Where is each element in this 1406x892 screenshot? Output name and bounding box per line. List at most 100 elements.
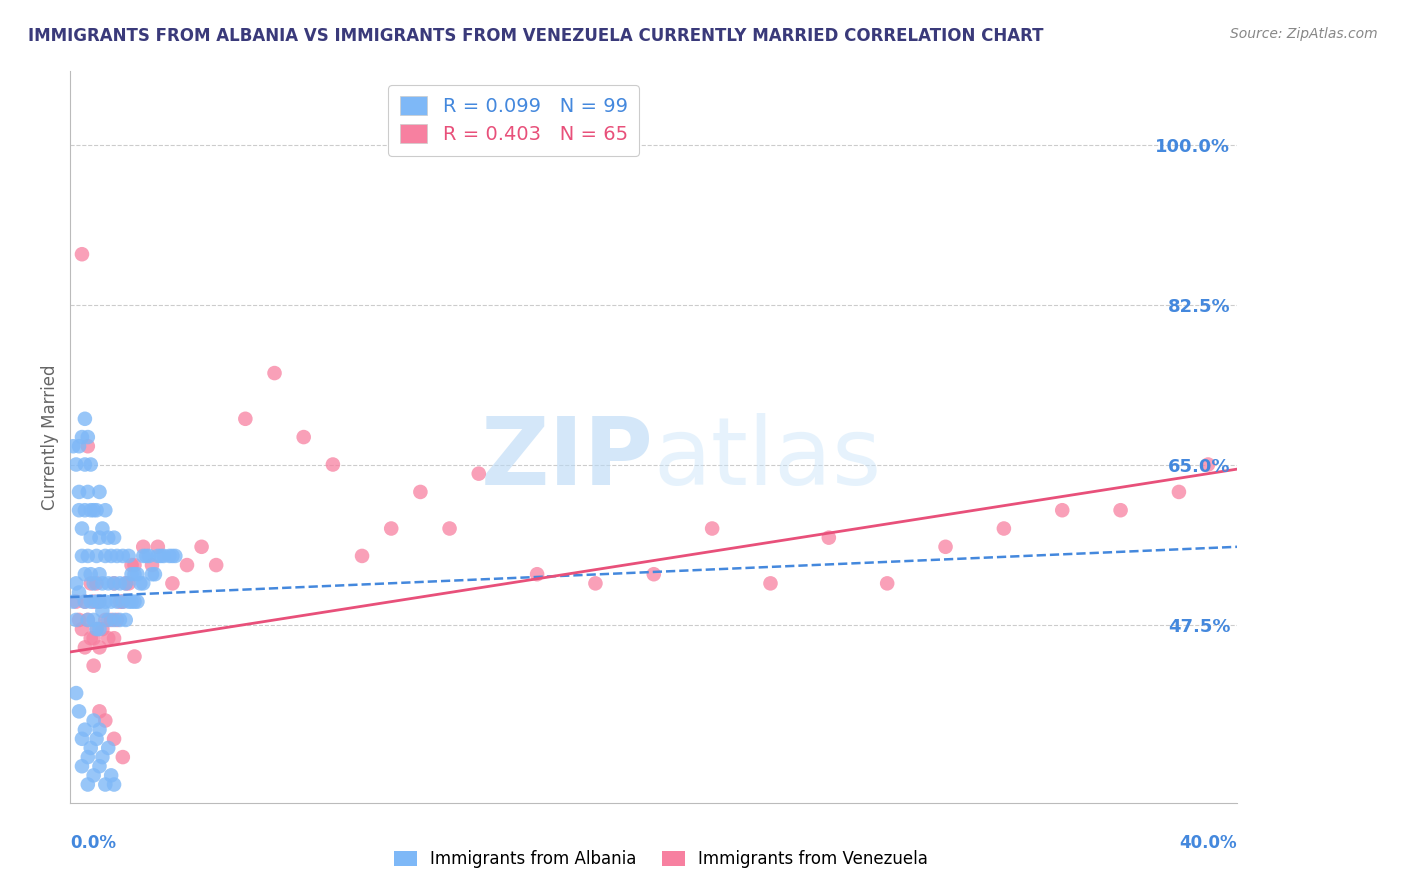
Point bbox=[526, 567, 548, 582]
Point bbox=[70, 759, 93, 773]
Point bbox=[86, 549, 108, 563]
Point bbox=[146, 540, 169, 554]
Point bbox=[97, 531, 120, 545]
Point bbox=[73, 640, 96, 655]
Point bbox=[100, 595, 122, 609]
Point bbox=[111, 595, 134, 609]
Point bbox=[103, 576, 125, 591]
Point bbox=[380, 521, 402, 535]
Point bbox=[83, 714, 105, 728]
Text: 0.0%: 0.0% bbox=[70, 834, 117, 852]
Point bbox=[67, 613, 90, 627]
Point bbox=[67, 439, 90, 453]
Point bbox=[165, 549, 187, 563]
Point bbox=[105, 613, 128, 627]
Text: Source: ZipAtlas.com: Source: ZipAtlas.com bbox=[1230, 27, 1378, 41]
Point bbox=[141, 558, 163, 573]
Point bbox=[94, 613, 117, 627]
Point bbox=[1167, 485, 1189, 500]
Point bbox=[97, 613, 120, 627]
Point bbox=[89, 759, 111, 773]
Point bbox=[86, 731, 108, 746]
Point bbox=[138, 549, 160, 563]
Point bbox=[876, 576, 898, 591]
Point bbox=[80, 576, 103, 591]
Legend: Immigrants from Albania, Immigrants from Venezuela: Immigrants from Albania, Immigrants from… bbox=[387, 844, 935, 875]
Point bbox=[100, 613, 122, 627]
Point bbox=[100, 549, 122, 563]
Point bbox=[89, 531, 111, 545]
Point bbox=[67, 485, 90, 500]
Point bbox=[86, 622, 108, 636]
Y-axis label: Currently Married: Currently Married bbox=[41, 364, 59, 510]
Point bbox=[103, 778, 125, 792]
Point bbox=[108, 576, 131, 591]
Point bbox=[76, 439, 98, 453]
Point bbox=[103, 576, 125, 591]
Point bbox=[80, 458, 103, 472]
Point bbox=[118, 595, 141, 609]
Point bbox=[83, 576, 105, 591]
Point bbox=[149, 549, 172, 563]
Point bbox=[108, 595, 131, 609]
Point bbox=[65, 686, 87, 700]
Point bbox=[124, 595, 146, 609]
Point bbox=[76, 549, 98, 563]
Point bbox=[91, 521, 114, 535]
Point bbox=[108, 613, 131, 627]
Point bbox=[62, 439, 84, 453]
Point bbox=[73, 458, 96, 472]
Point bbox=[233, 412, 256, 426]
Point bbox=[65, 458, 87, 472]
Point bbox=[114, 613, 136, 627]
Point bbox=[94, 595, 117, 609]
Point bbox=[86, 622, 108, 636]
Point bbox=[76, 430, 98, 444]
Point bbox=[152, 549, 174, 563]
Point bbox=[121, 558, 143, 573]
Point bbox=[124, 649, 146, 664]
Point bbox=[76, 613, 98, 627]
Point bbox=[65, 595, 87, 609]
Point bbox=[111, 750, 134, 764]
Point bbox=[65, 613, 87, 627]
Point bbox=[89, 705, 111, 719]
Point bbox=[700, 521, 723, 535]
Point bbox=[409, 485, 432, 500]
Point bbox=[934, 540, 956, 554]
Point bbox=[89, 640, 111, 655]
Point bbox=[86, 595, 108, 609]
Point bbox=[124, 567, 146, 582]
Point bbox=[100, 768, 122, 782]
Point bbox=[439, 521, 461, 535]
Point bbox=[67, 585, 90, 599]
Point bbox=[89, 622, 111, 636]
Point bbox=[132, 540, 155, 554]
Point bbox=[292, 430, 315, 444]
Point bbox=[80, 740, 103, 755]
Point bbox=[141, 567, 163, 582]
Point bbox=[94, 778, 117, 792]
Point bbox=[80, 503, 103, 517]
Point bbox=[73, 595, 96, 609]
Legend: R = 0.099   N = 99, R = 0.403   N = 65: R = 0.099 N = 99, R = 0.403 N = 65 bbox=[388, 85, 640, 156]
Point bbox=[83, 503, 105, 517]
Point bbox=[70, 549, 93, 563]
Text: atlas: atlas bbox=[654, 413, 882, 505]
Point bbox=[759, 576, 782, 591]
Point bbox=[86, 576, 108, 591]
Point bbox=[76, 485, 98, 500]
Point bbox=[83, 658, 105, 673]
Point bbox=[70, 622, 93, 636]
Point bbox=[176, 558, 198, 573]
Point bbox=[73, 567, 96, 582]
Text: 40.0%: 40.0% bbox=[1180, 834, 1237, 852]
Point bbox=[62, 595, 84, 609]
Point bbox=[111, 549, 134, 563]
Point bbox=[73, 595, 96, 609]
Point bbox=[65, 576, 87, 591]
Point bbox=[124, 558, 146, 573]
Point bbox=[818, 531, 841, 545]
Point bbox=[76, 778, 98, 792]
Point bbox=[105, 549, 128, 563]
